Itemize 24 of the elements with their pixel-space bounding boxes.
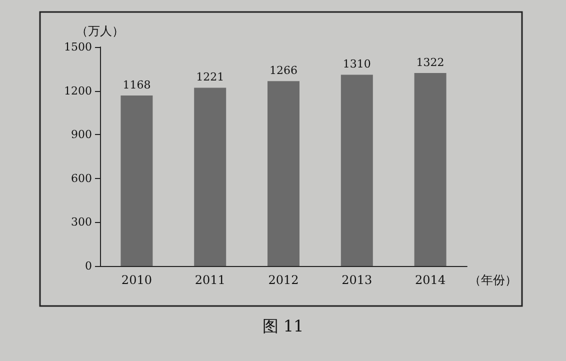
- bar: [414, 72, 446, 266]
- bar: [268, 81, 300, 266]
- y-tick-label: 1200: [64, 84, 92, 98]
- x-tick-label: 2012: [268, 273, 299, 287]
- data-label: 1266: [270, 64, 298, 78]
- data-label: 1221: [196, 70, 224, 84]
- y-tick-label: 1500: [64, 40, 92, 54]
- data-label: 1168: [122, 78, 151, 92]
- y-axis-title: （万人）: [76, 24, 124, 38]
- x-tick-label: 2013: [342, 273, 372, 287]
- data-label: 1322: [416, 56, 444, 69]
- bar: [120, 95, 153, 266]
- caption: 图 11: [262, 316, 304, 336]
- x-tick-label: 2010: [121, 273, 152, 287]
- bar: [340, 74, 373, 266]
- x-axis-title: （年份）: [469, 273, 517, 287]
- data-label: 1310: [342, 58, 371, 71]
- y-tick-label: 300: [71, 216, 92, 229]
- bar: [194, 88, 226, 266]
- y-tick-label: 0: [85, 260, 92, 272]
- x-tick-label: 2011: [194, 273, 226, 287]
- y-tick-label: 600: [71, 172, 92, 185]
- y-tick-label: 900: [71, 128, 92, 142]
- x-tick-label: 2014: [415, 273, 446, 287]
